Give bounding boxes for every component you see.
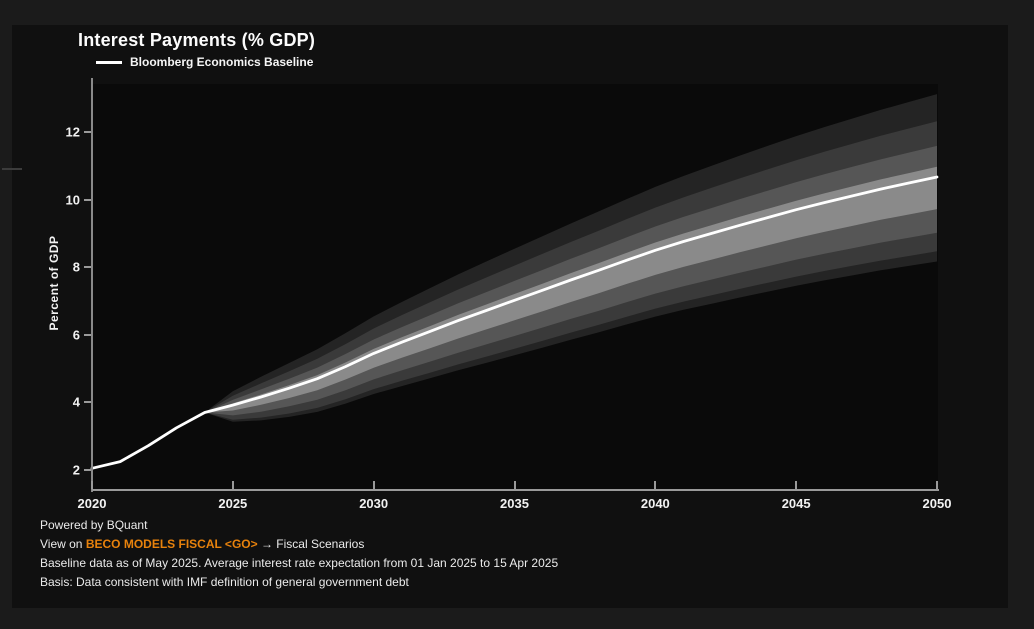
y-axis-line — [91, 78, 93, 492]
footer-view-on-row: View on BECO MODELS FISCAL <GO> → Fiscal… — [40, 535, 558, 554]
legend: Bloomberg Economics Baseline — [96, 55, 313, 69]
footer-view-on-prefix: View on — [40, 537, 86, 551]
x-axis-line — [92, 489, 939, 491]
beco-models-fiscal-link[interactable]: BECO MODELS FISCAL <GO> — [85, 537, 258, 551]
x-tick-label: 2035 — [500, 496, 529, 511]
x-tick-label: 2050 — [922, 496, 952, 511]
chart-title: Interest Payments (% GDP) — [78, 30, 316, 50]
y-tick — [84, 401, 91, 404]
x-tick-label: 2045 — [781, 496, 811, 511]
y-tick — [84, 469, 91, 471]
x-tick — [654, 481, 657, 489]
chart-footer: Powered by BQuant View on BECO MODELS FI… — [40, 516, 558, 592]
x-tick — [795, 481, 798, 489]
plot-area — [92, 84, 938, 490]
baseline-line-swatch — [96, 60, 122, 64]
x-tick — [513, 481, 516, 489]
x-tick — [231, 481, 234, 489]
y-tick — [84, 333, 91, 336]
footer-fiscal-scenarios: → Fiscal Scenarios — [257, 537, 365, 551]
y-tick — [84, 198, 91, 201]
x-tick — [936, 481, 938, 489]
footer-powered-by: Powered by BQuant — [40, 518, 148, 532]
x-tick — [91, 481, 93, 489]
x-tick-label: 2030 — [359, 496, 389, 511]
y-tick-label: 10 — [65, 192, 80, 208]
x-tick — [372, 481, 375, 489]
footer-baseline-note: Baseline data as of May 2025. Average in… — [40, 556, 559, 570]
y-tick-label: 4 — [72, 394, 80, 410]
y-axis-title: Percent of GDP — [47, 235, 61, 331]
x-tick-label: 2025 — [218, 496, 248, 511]
y-tick — [84, 266, 91, 269]
x-tick-label: 2040 — [640, 496, 670, 511]
y-tick-label: 8 — [72, 259, 80, 275]
left-edge-mark — [2, 168, 22, 170]
y-tick — [84, 131, 91, 133]
footer-basis-note: Basis: Data consistent with IMF definiti… — [40, 575, 409, 589]
x-tick-label: 2020 — [77, 496, 107, 511]
y-tick-label: 12 — [65, 124, 80, 140]
y-tick-label: 2 — [72, 462, 80, 478]
y-tick-label: 6 — [72, 327, 80, 343]
legend-label: Bloomberg Economics Baseline — [130, 55, 314, 69]
